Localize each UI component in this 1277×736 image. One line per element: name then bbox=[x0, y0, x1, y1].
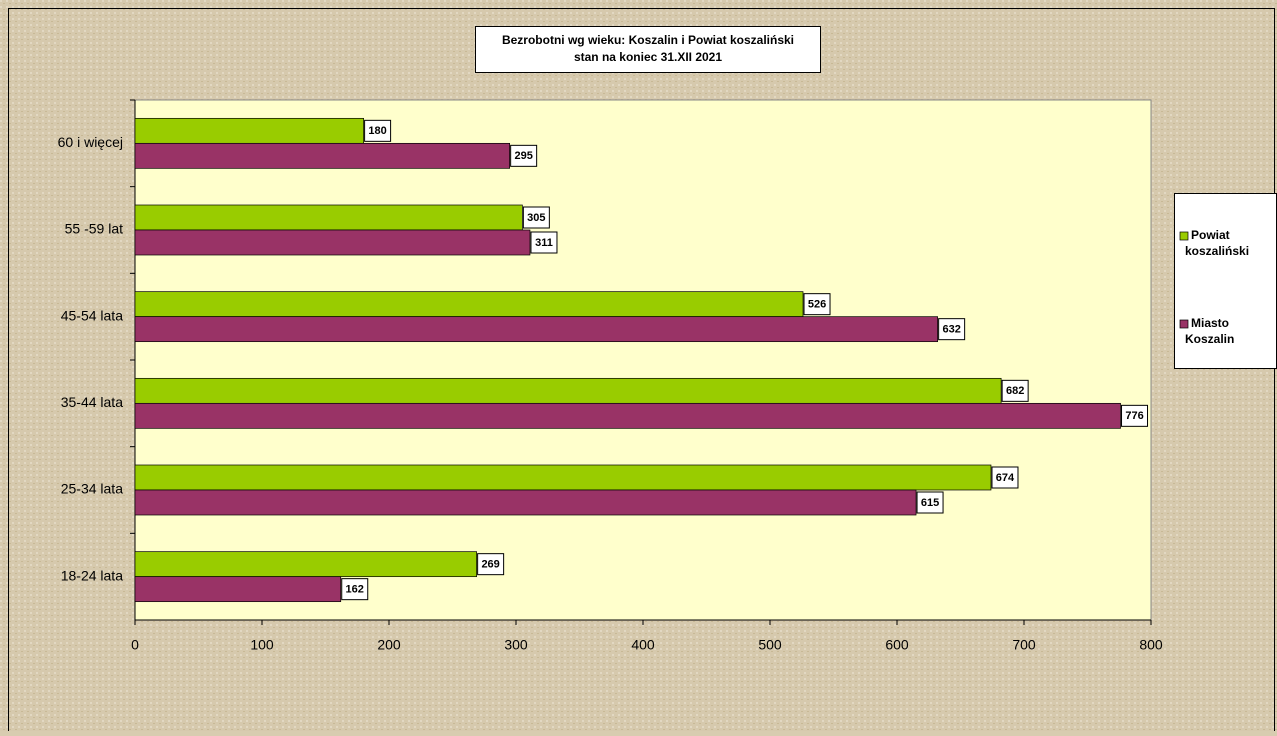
data-label: 305 bbox=[527, 212, 545, 224]
chart-title: Bezrobotni wg wieku: Koszalin i Powiat k… bbox=[502, 33, 794, 47]
x-tick-label: 600 bbox=[885, 637, 909, 653]
bar bbox=[134, 377, 1002, 404]
y-tick-label: 35-44 lata bbox=[61, 394, 123, 410]
x-tick-label: 800 bbox=[1139, 637, 1163, 653]
bar bbox=[134, 291, 804, 318]
bar bbox=[134, 576, 342, 603]
bar bbox=[134, 464, 992, 491]
title-box bbox=[475, 26, 821, 73]
data-label: 776 bbox=[1125, 410, 1143, 422]
x-tick-label: 0 bbox=[131, 637, 139, 653]
bar bbox=[134, 402, 1121, 429]
data-label-box bbox=[803, 293, 831, 316]
data-label: 311 bbox=[535, 237, 553, 249]
x-tick-label: 200 bbox=[377, 637, 401, 653]
data-label-box bbox=[530, 231, 558, 254]
plot-area bbox=[134, 99, 1152, 621]
data-label: 295 bbox=[514, 150, 532, 162]
y-tick-label: 45-54 lata bbox=[61, 307, 123, 323]
legend-swatch bbox=[1179, 319, 1189, 329]
y-tick-label: 55 -59 lat bbox=[65, 221, 123, 237]
data-label: 162 bbox=[346, 584, 364, 596]
data-label-box bbox=[938, 318, 966, 341]
x-tick-label: 300 bbox=[504, 637, 528, 653]
data-label: 269 bbox=[481, 559, 499, 571]
bar bbox=[134, 229, 531, 256]
data-label-box bbox=[510, 144, 538, 167]
chart-border bbox=[8, 8, 1275, 736]
x-tick-label: 700 bbox=[1012, 637, 1036, 653]
data-label: 526 bbox=[808, 299, 826, 311]
data-label-box bbox=[1121, 404, 1149, 427]
data-label: 682 bbox=[1006, 385, 1024, 397]
legend-label: Miasto Koszalin bbox=[1185, 316, 1234, 346]
x-tick-label: 500 bbox=[758, 637, 782, 653]
data-label: 615 bbox=[921, 497, 939, 509]
data-label-box bbox=[477, 553, 505, 576]
bar bbox=[134, 117, 364, 144]
data-label: 674 bbox=[996, 472, 1015, 484]
y-tick-label: 60 i więcej bbox=[58, 134, 123, 150]
bar bbox=[134, 142, 510, 169]
data-label-box bbox=[341, 578, 369, 601]
x-tick-label: 100 bbox=[250, 637, 274, 653]
x-tick-label: 400 bbox=[631, 637, 655, 653]
bar bbox=[134, 316, 938, 343]
chart-subtitle: stan na koniec 31.XII 2021 bbox=[574, 50, 722, 64]
legend-box bbox=[1174, 193, 1277, 369]
y-tick-label: 18-24 lata bbox=[61, 567, 123, 583]
data-label-box bbox=[1001, 379, 1029, 402]
data-label-box bbox=[522, 206, 550, 229]
bar bbox=[134, 551, 477, 578]
data-label: 180 bbox=[368, 125, 386, 137]
y-tick-label: 25-34 lata bbox=[61, 481, 123, 497]
data-label-box bbox=[991, 466, 1019, 489]
data-label-box bbox=[364, 119, 392, 142]
bar bbox=[134, 204, 523, 231]
bar bbox=[134, 489, 917, 516]
data-label: 632 bbox=[942, 324, 960, 336]
legend-label: Powiat koszaliński bbox=[1185, 228, 1249, 258]
legend-swatch bbox=[1179, 231, 1189, 241]
data-label-box bbox=[916, 491, 944, 514]
